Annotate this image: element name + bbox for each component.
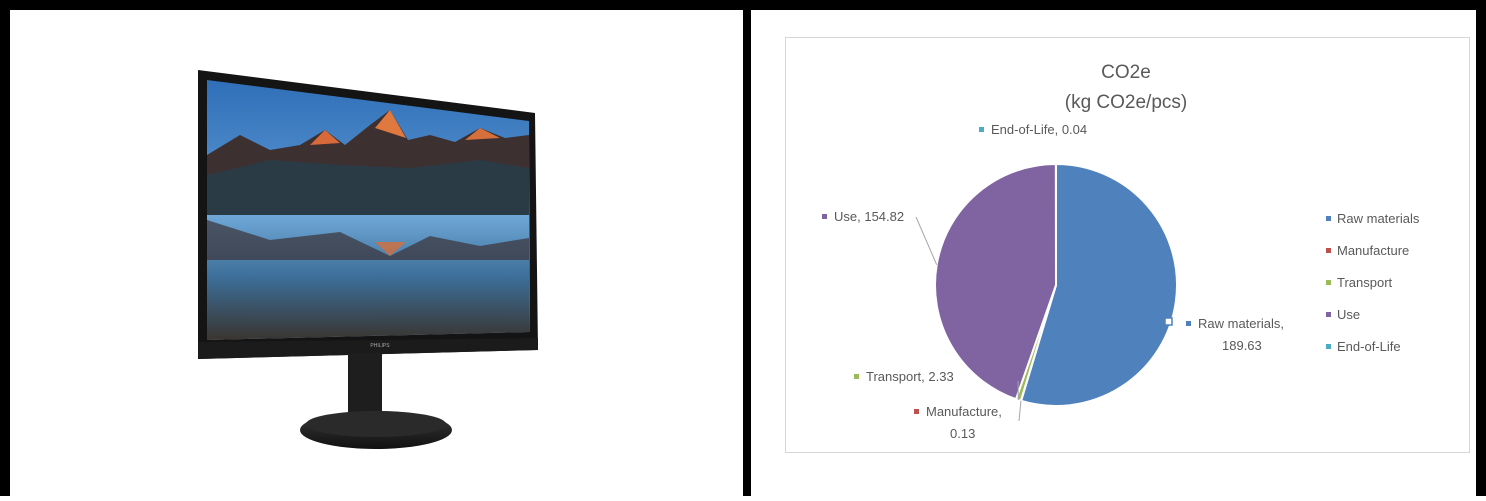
leader-line (916, 217, 937, 265)
data-label-marker (914, 409, 919, 414)
data-label: Raw materials, (1198, 316, 1284, 331)
data-label: End-of-Life, 0.04 (991, 122, 1087, 137)
pie-chart: CO2e (kg CO2e/pcs) Raw materials, 189.63 M… (786, 38, 1469, 452)
data-label-marker (854, 374, 859, 379)
legend-swatch (1326, 344, 1331, 349)
data-label-marker (822, 214, 827, 219)
legend-item: End-of-Life (1337, 339, 1401, 354)
frame-border-right (1476, 0, 1486, 496)
data-label: Use, 154.82 (834, 209, 904, 224)
legend: Raw materials Manufacture Transport Use End-… (1326, 211, 1420, 354)
frame-divider (743, 0, 751, 496)
legend-item: Manufacture (1337, 243, 1409, 258)
legend-item: Raw materials (1337, 211, 1420, 226)
legend-item: Use (1337, 307, 1360, 322)
monitor-image: PHILIPS (10, 10, 743, 496)
raw-materials-label-marker (1165, 318, 1172, 325)
data-label-value: 189.63 (1222, 338, 1262, 353)
legend-swatch (1326, 312, 1331, 317)
chart-subtitle: (kg CO2e/pcs) (1065, 92, 1187, 113)
data-label-marker (1186, 321, 1191, 326)
product-image-panel: PHILIPS (10, 10, 743, 496)
brand-logo: PHILIPS (370, 343, 390, 349)
chart-title: CO2e (1101, 62, 1151, 83)
legend-swatch (1326, 248, 1331, 253)
legend-item: Transport (1337, 275, 1393, 290)
legend-swatch (1326, 216, 1331, 221)
pie-slices (935, 164, 1177, 406)
data-label-marker (979, 127, 984, 132)
leader-line (1019, 401, 1021, 421)
legend-swatch (1326, 280, 1331, 285)
data-label-value: 0.13 (950, 426, 975, 441)
chart-area: CO2e (kg CO2e/pcs) Raw materials, 189.63 M… (785, 37, 1470, 453)
data-label: Transport, 2.33 (866, 369, 954, 384)
frame-border-left (0, 0, 10, 496)
data-label: Manufacture, (926, 404, 1002, 419)
